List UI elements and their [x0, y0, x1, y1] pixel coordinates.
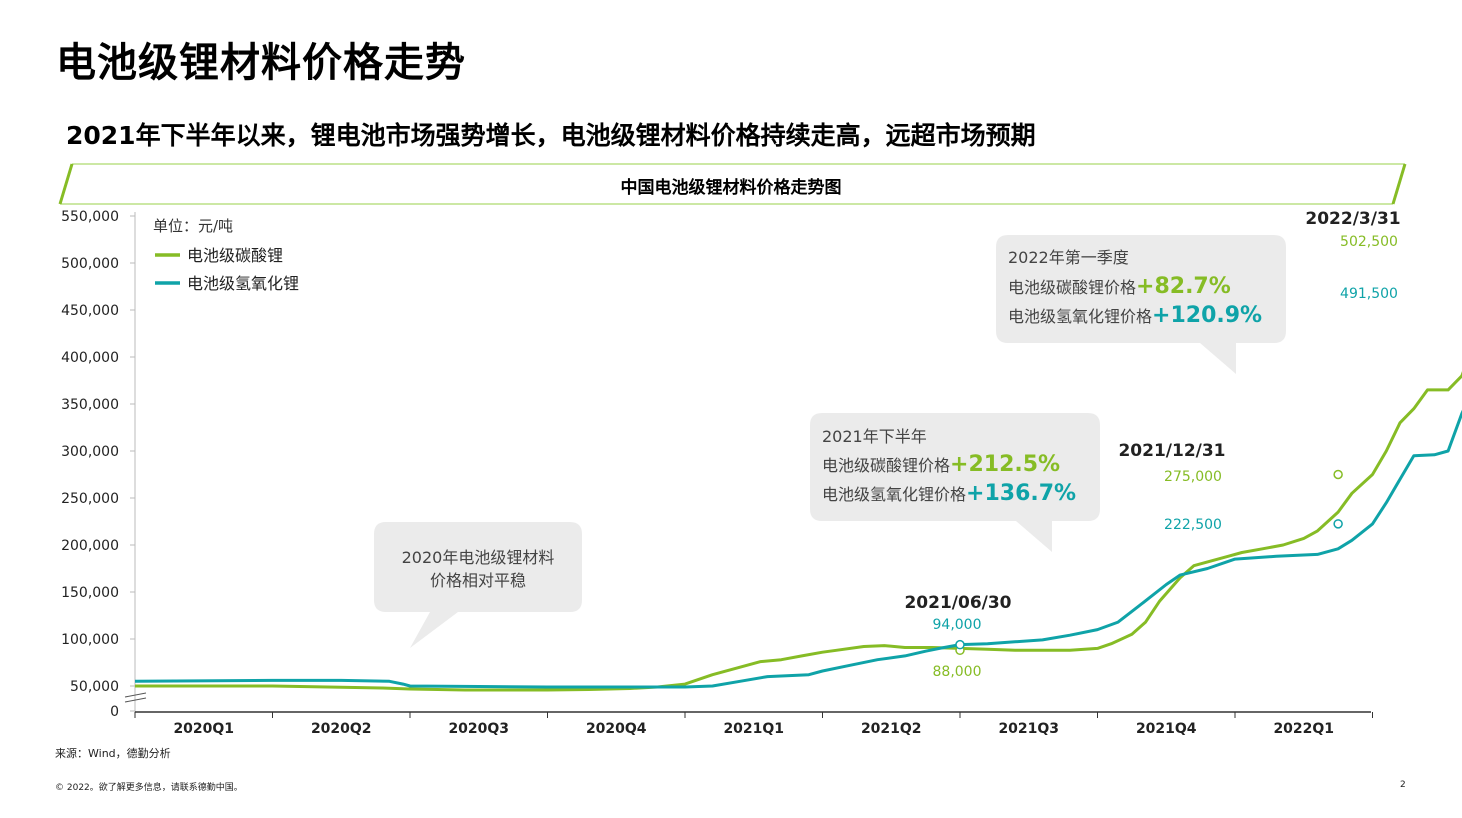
data-point-marker: [1333, 519, 1343, 529]
x-tick-label: 2021Q2: [861, 721, 922, 737]
callout-row-value: +212.5%: [950, 452, 1060, 477]
y-tick-label: 100,000: [61, 632, 119, 648]
callout-bubble: [374, 522, 582, 648]
y-tick-label: 200,000: [61, 538, 119, 554]
callout-row-label: 电池级碳酸锂价格: [1008, 278, 1136, 297]
callout-row-value: +120.9%: [1152, 303, 1262, 328]
x-tick-label: 2020Q2: [311, 721, 372, 737]
data-point-marker: [1333, 469, 1343, 480]
unit-label: 单位：元/吨: [153, 217, 233, 235]
data-label: 222,500: [1164, 517, 1222, 533]
legend-label: 电池级氢氧化锂: [187, 274, 299, 293]
axis-break-mark: [124, 692, 147, 698]
callout-row-label: 电池级碳酸锂价格: [822, 456, 950, 475]
legend-label: 电池级碳酸锂: [187, 246, 283, 265]
callout-row: 电池级氢氧化锂价格+120.9%: [1008, 303, 1262, 328]
page-number: 2: [1400, 780, 1406, 790]
copyright-note: © 2022。欲了解更多信息，请联系德勤中国。: [55, 783, 243, 793]
data-label: 88,000: [933, 664, 982, 680]
page-subtitle: 2021年下半年以来，锂电池市场强势增长，电池级锂材料价格持续走高，远超市场预期: [66, 121, 1036, 150]
x-tick-label: 2020Q4: [586, 721, 647, 737]
y-tick-label: 0: [110, 704, 119, 720]
callout-bubble: [810, 413, 1100, 552]
callout-heading: 2022年第一季度: [1008, 248, 1129, 267]
callout-row-value: +136.7%: [966, 481, 1076, 506]
date-label: 2022/3/31: [1305, 209, 1400, 229]
x-tick-label: 2021Q1: [723, 721, 784, 737]
callout-row: 电池级氢氧化锂价格+136.7%: [822, 481, 1076, 506]
source-note: 来源：Wind，德勤分析: [55, 747, 171, 760]
x-tick-label: 2021Q3: [998, 721, 1059, 737]
y-tick-label: 400,000: [61, 350, 119, 366]
x-tick-label: 2021Q4: [1136, 721, 1197, 737]
callout-text: 价格相对平稳: [430, 571, 526, 590]
y-tick-label: 500,000: [61, 256, 119, 272]
data-label: 502,500: [1340, 234, 1398, 250]
x-tick-label: 2020Q3: [448, 721, 509, 737]
y-tick-label: 50,000: [70, 679, 119, 695]
callout-row-label: 电池级氢氧化锂价格: [1008, 307, 1152, 326]
data-label: 94,000: [933, 617, 982, 633]
callout-row-label: 电池级氢氧化锂价格: [822, 485, 966, 504]
axis-break-mark: [124, 697, 147, 703]
callout-row: 电池级碳酸锂价格+82.7%: [1008, 274, 1231, 299]
callout-row: 电池级碳酸锂价格+212.5%: [822, 452, 1060, 477]
y-tick-label: 350,000: [61, 397, 119, 413]
callout-row-value: +82.7%: [1136, 274, 1231, 299]
page-title: 电池级锂材料价格走势: [56, 40, 466, 86]
y-tick-label: 450,000: [61, 303, 119, 319]
x-tick-label: 2022Q1: [1273, 721, 1334, 737]
y-tick-label: 550,000: [61, 209, 119, 225]
data-point-marker: [955, 639, 965, 650]
date-label: 2021/06/30: [904, 593, 1011, 613]
x-tick-label: 2020Q1: [173, 721, 234, 737]
y-tick-label: 250,000: [61, 491, 119, 507]
callout-bubble: [996, 235, 1286, 374]
y-tick-label: 300,000: [61, 444, 119, 460]
series-line: [135, 371, 1462, 692]
chart-title-band: [58, 163, 1407, 205]
y-tick-label: 150,000: [61, 585, 119, 601]
data-label: 275,000: [1164, 469, 1222, 485]
series-line: [134, 409, 1462, 689]
callout-heading: 2021年下半年: [822, 427, 927, 446]
date-label: 2021/12/31: [1118, 441, 1225, 461]
data-label: 491,500: [1340, 286, 1398, 302]
chart-title: 中国电池级锂材料价格走势图: [620, 178, 842, 198]
callout-text: 2020年电池级锂材料: [402, 548, 555, 567]
